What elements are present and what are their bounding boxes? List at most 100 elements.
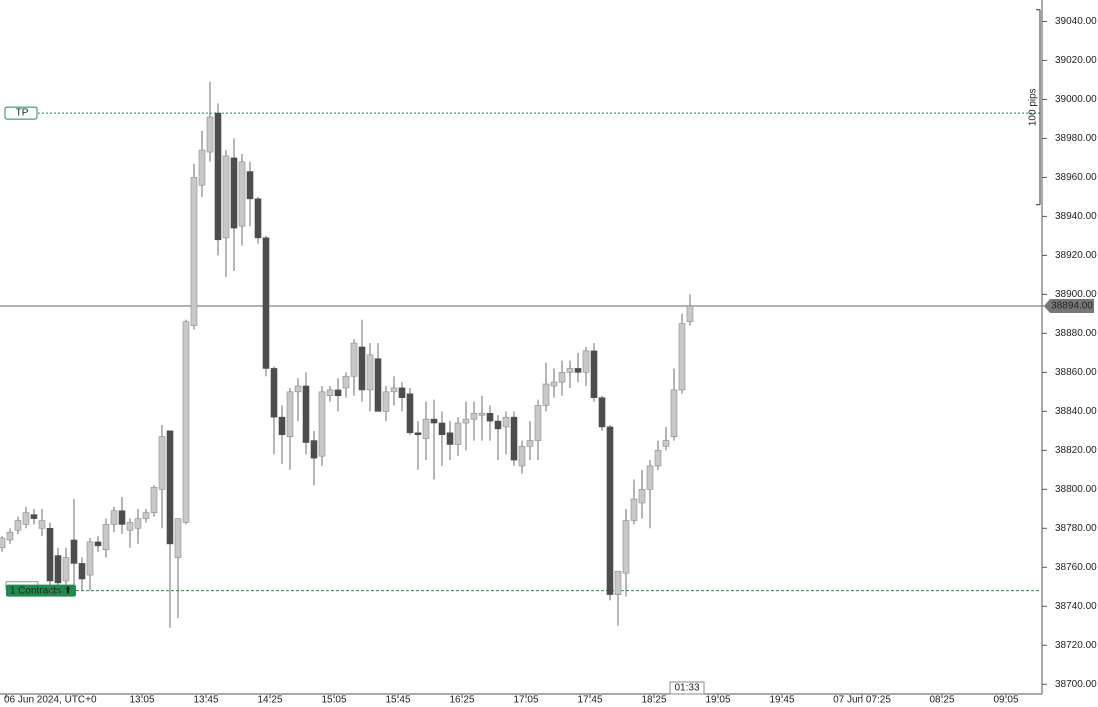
- candle-body: [646, 465, 654, 490]
- y-tick-label: 38800.00: [1055, 484, 1097, 495]
- candle-body: [446, 432, 454, 445]
- candle-body: [54, 555, 62, 584]
- y-tick-label: 38980.00: [1055, 133, 1097, 144]
- candle-body: [222, 155, 230, 239]
- y-tick-label: 39000.00: [1055, 94, 1097, 105]
- candle-body: [70, 539, 78, 564]
- candle-body: [686, 305, 694, 322]
- candle-body: [438, 422, 446, 436]
- candle-body: [302, 385, 310, 443]
- candle-body: [494, 420, 502, 430]
- candle-body: [214, 112, 222, 241]
- y-tick-label: 38940.00: [1055, 211, 1097, 222]
- candle-body: [374, 358, 382, 412]
- y-tick-label: 38720.00: [1055, 640, 1097, 651]
- candle-body: [310, 440, 318, 459]
- timer-tag: [669, 681, 705, 695]
- candle-body: [510, 416, 518, 461]
- y-tick-label: 38960.00: [1055, 172, 1097, 183]
- candle-body: [382, 391, 390, 412]
- candle-body: [590, 350, 598, 398]
- candle-body: [662, 440, 670, 447]
- candle-body: [574, 368, 582, 373]
- x-tick-label: 15:05: [321, 695, 346, 706]
- candle-body: [526, 440, 534, 447]
- candle-body: [254, 198, 262, 239]
- candle-body: [190, 177, 198, 326]
- candle-body: [534, 405, 542, 441]
- candle-body: [478, 412, 486, 416]
- x-tick-label: 13:45: [193, 695, 218, 706]
- y-tick-label: 38900.00: [1055, 289, 1097, 300]
- candle-body: [262, 237, 270, 369]
- candle-body: [46, 527, 54, 582]
- candle-body: [278, 416, 286, 436]
- candle-body: [246, 171, 254, 200]
- x-tick-label: 17:05: [513, 695, 538, 706]
- tp-label: TP: [16, 108, 29, 119]
- candle-body: [414, 432, 422, 436]
- candle-body: [454, 422, 462, 445]
- candle-body: [582, 350, 590, 373]
- candle-body: [598, 397, 606, 428]
- candle-body: [238, 161, 246, 227]
- x-tick-label: 08:25: [929, 695, 954, 706]
- y-tick-label: 38860.00: [1055, 367, 1097, 378]
- ruler-label: 100 pips: [1028, 88, 1039, 126]
- y-tick-label: 38880.00: [1055, 328, 1097, 339]
- candle-body: [142, 512, 150, 519]
- candle-body: [134, 518, 142, 529]
- y-tick-label: 39040.00: [1055, 16, 1097, 27]
- candle-body: [150, 487, 158, 514]
- x-tick-label: 09:05: [993, 695, 1018, 706]
- candle-body: [94, 541, 102, 547]
- y-tick-label: 38820.00: [1055, 445, 1097, 456]
- candle-body: [422, 418, 430, 439]
- candle-body: [614, 570, 622, 595]
- candle-body: [678, 323, 686, 391]
- candle-body: [502, 416, 510, 428]
- candle-body: [30, 514, 38, 519]
- candle-body: [22, 512, 30, 525]
- candle-body: [206, 116, 214, 153]
- candle-body: [294, 385, 302, 393]
- candle-body: [430, 418, 438, 424]
- x-tick-label: 17:45: [577, 695, 602, 706]
- x-tick-label: 19:05: [705, 695, 730, 706]
- candle-body: [366, 354, 374, 391]
- candle-body: [62, 557, 70, 582]
- candle-body: [622, 520, 630, 574]
- candle-body: [118, 510, 126, 525]
- candle-body: [638, 489, 646, 504]
- x-tick-label: 15:45: [385, 695, 410, 706]
- last-price-tag: [1044, 299, 1094, 314]
- candle-body: [14, 520, 22, 531]
- candle-body: [270, 368, 278, 418]
- candle-body: [174, 518, 182, 558]
- candle-body: [86, 541, 94, 576]
- candle-body: [390, 387, 398, 393]
- candle-body: [126, 522, 134, 531]
- candle-body: [334, 389, 342, 397]
- candle-body: [198, 149, 206, 186]
- x-tick-label: 18:25: [641, 695, 666, 706]
- candle-body: [6, 531, 14, 541]
- candle-body: [158, 436, 166, 490]
- x-tick-label: 13:05: [129, 695, 154, 706]
- x-tick-label: 16:25: [449, 695, 474, 706]
- candle-body: [486, 412, 494, 422]
- candle-body: [182, 321, 190, 523]
- candle-body: [518, 446, 526, 467]
- candle-body: [606, 426, 614, 595]
- candle-body: [286, 391, 294, 437]
- x-tick-label: 19:45: [769, 695, 794, 706]
- candle-body: [326, 389, 334, 397]
- tp-tag: [4, 106, 38, 120]
- y-tick-label: 39020.00: [1055, 55, 1097, 66]
- candle-body: [542, 383, 550, 406]
- y-tick-label: 38740.00: [1055, 601, 1097, 612]
- candle-body: [654, 450, 662, 467]
- candle-body: [102, 524, 110, 551]
- x-tick-label: 06 Jun 2024, UTC+0: [4, 695, 97, 706]
